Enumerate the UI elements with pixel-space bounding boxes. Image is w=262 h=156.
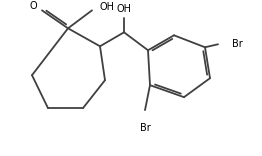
Text: Br: Br bbox=[140, 123, 150, 133]
Text: OH: OH bbox=[100, 2, 115, 12]
Text: Br: Br bbox=[232, 39, 243, 49]
Text: O: O bbox=[29, 1, 37, 11]
Text: OH: OH bbox=[117, 4, 132, 14]
